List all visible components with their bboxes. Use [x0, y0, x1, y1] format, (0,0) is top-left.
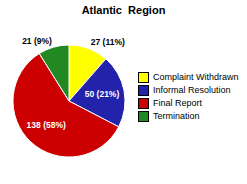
html-text:Termination: Termination [153, 111, 200, 121]
html-text:Atlantic Region: Atlantic Region [81, 4, 166, 16]
svg-text:21 (9%): 21 (9%) [22, 36, 52, 46]
html-text:Informal Resolution: Informal Resolution [153, 85, 231, 95]
html-text:Complaint Withdrawn: Complaint Withdrawn [153, 72, 239, 82]
html-text:Final Report: Final Report [153, 98, 202, 108]
svg-text:27 (11%): 27 (11%) [91, 37, 125, 47]
svg-text:50 (21%): 50 (21%) [85, 89, 120, 99]
svg-text:138 (58%): 138 (58%) [27, 120, 66, 130]
